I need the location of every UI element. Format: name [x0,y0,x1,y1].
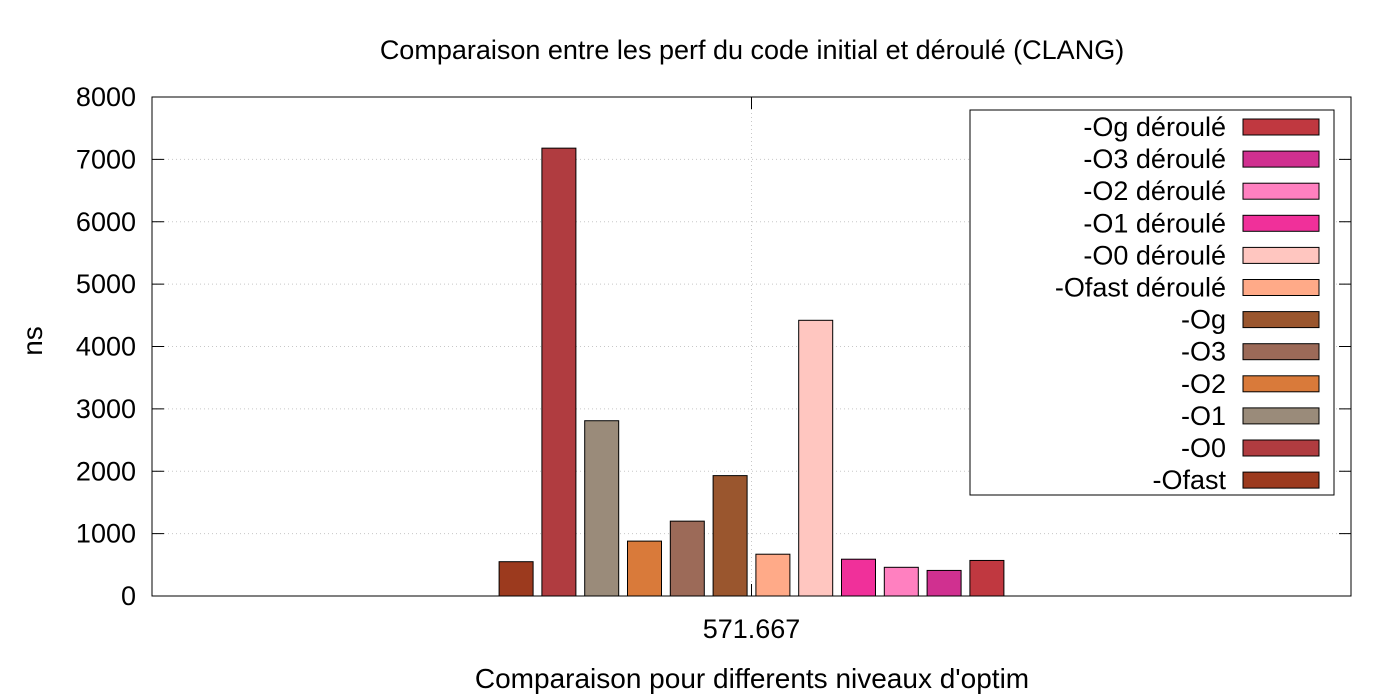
y-tick-label: 7000 [76,144,136,174]
legend-label: -O1 déroulé [1083,208,1226,238]
chart-title: Comparaison entre les perf du code initi… [380,35,1124,65]
legend-label: -O3 déroulé [1083,144,1226,174]
legend-swatch [1242,471,1320,489]
legend-label: -Ofast déroulé [1055,273,1226,303]
y-tick-label: 2000 [76,456,136,486]
legend-swatch [1242,214,1320,232]
legend-swatch [1242,311,1320,329]
legend-label: -O0 déroulé [1083,240,1226,270]
legend-label: -Og [1181,305,1226,335]
bar [755,553,791,597]
bar [627,540,662,597]
bar [883,566,919,597]
bar [584,420,620,597]
bar [541,147,577,597]
legend-label: -O0 [1181,433,1226,463]
legend-swatch [1242,150,1320,168]
legend-box [969,109,1335,496]
bar [841,558,876,597]
legend-label: -Ofast [1152,465,1226,495]
bar [969,559,1005,597]
legend-label: -O3 [1181,337,1226,367]
bar [798,319,834,597]
y-tick-label: 1000 [76,519,136,549]
bar [926,569,962,597]
legend-swatch [1242,439,1320,457]
legend-swatch [1242,118,1320,136]
legend-swatch [1242,279,1320,296]
legend-swatch [1242,343,1320,361]
legend-label: -O2 [1181,369,1226,399]
legend-label: -O2 déroulé [1083,176,1226,206]
y-tick-label: 0 [121,581,136,611]
y-tick-label: 5000 [76,269,136,299]
legend: -Og déroulé-O3 déroulé-O2 déroulé-O1 dér… [969,109,1335,496]
bar [712,475,748,597]
legend-swatch [1242,246,1320,264]
bar [498,561,534,597]
legend-swatch [1242,407,1320,425]
y-axis: 0 1000 2000 3000 4000 5000 6000 7000 8000 [76,82,1351,611]
y-tick-label: 8000 [76,82,136,112]
legend-label: -O1 [1181,401,1226,431]
y-axis-label: ns [17,326,48,356]
x-axis-label: Comparaison pour differents niveaux d'op… [475,663,1029,694]
y-tick-label: 3000 [76,394,136,424]
legend-swatch [1242,375,1320,393]
legend-swatch [1242,182,1320,200]
legend-label: -Og déroulé [1083,112,1226,142]
bars [498,147,1005,597]
x-tick-label: 571.667 [703,614,801,644]
bar [669,520,705,597]
x-axis: 571.667 [703,97,801,644]
y-tick-label: 6000 [76,207,136,237]
y-tick-label: 4000 [76,332,136,362]
